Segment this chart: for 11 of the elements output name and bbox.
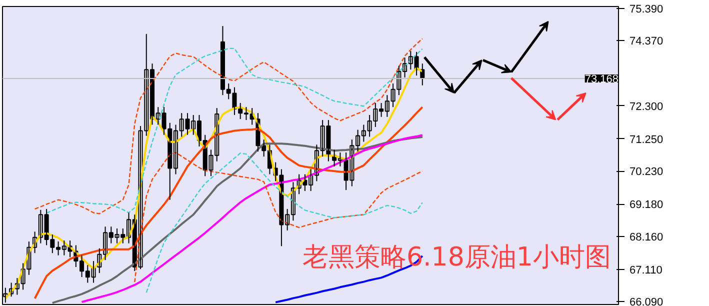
y-tick-label: 68.160 <box>630 231 664 244</box>
y-tick-label: 66.090 <box>630 296 664 306</box>
annotation: 老黑策略6.18原油1小时图 <box>302 242 611 272</box>
y-tick-label: 75.390 <box>630 3 664 16</box>
y-tick-label: 70.230 <box>630 166 664 178</box>
y-tick-label: 69.180 <box>630 199 664 212</box>
y-tick-label: 72.300 <box>630 100 664 113</box>
y-tick-label: 71.250 <box>630 134 664 146</box>
y-tick-label: 67.110 <box>630 264 662 276</box>
y-tick-label: 74.370 <box>630 36 664 48</box>
ref-line-label: 73.168 <box>584 73 619 86</box>
